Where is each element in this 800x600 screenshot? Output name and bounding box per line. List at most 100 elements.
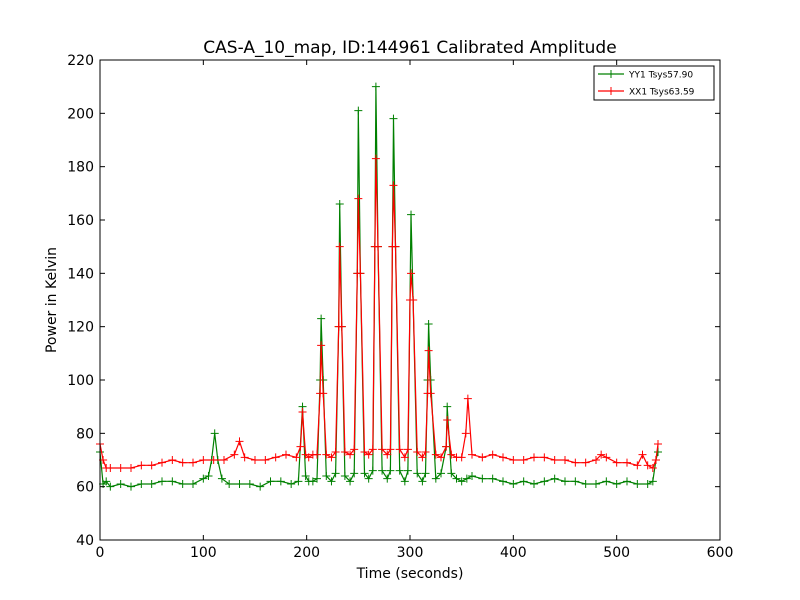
data-point [137,480,146,488]
data-point [421,469,430,478]
y-tick-label: 40 [76,533,94,549]
data-point [395,445,404,454]
data-point [189,480,197,488]
data-point [540,453,549,462]
data-point [571,458,580,467]
data-point [389,181,398,190]
data-point [368,445,377,454]
data-point [368,466,377,475]
data-point [199,474,208,483]
data-point [633,461,642,470]
y-tick-label: 220 [67,53,94,69]
data-point [407,269,416,278]
data-point [271,453,280,462]
data-point [251,456,259,464]
data-point [350,469,359,478]
data-point [400,477,409,486]
data-point [296,442,305,451]
data-point [282,450,290,459]
y-tick-label: 160 [67,213,94,229]
data-point [360,469,369,478]
series-layer [96,82,662,491]
data-point [373,242,382,251]
data-point [168,477,177,486]
data-point [418,453,427,462]
data-point [225,480,234,488]
data-point [530,453,538,462]
plot-frame [99,59,721,541]
data-point [638,450,647,459]
data-point [418,477,427,486]
data-point [354,194,363,203]
data-point [276,477,285,486]
data-point [648,464,657,472]
data-point [400,453,409,462]
data-point [147,480,156,488]
data-point [350,445,359,454]
data-point [360,448,369,456]
data-point [561,477,569,486]
data-point [346,477,355,486]
data-point [597,450,606,459]
data-point [452,474,461,483]
data-point [235,480,244,488]
data-point [287,480,296,488]
data-point [447,450,456,459]
data-point [127,482,135,491]
chart-title: CAS-A_10_map, ID:144961 Calibrated Ampli… [203,38,616,58]
data-point [230,450,239,459]
data-point [581,480,590,488]
data-point [478,474,487,483]
data-point [178,458,187,467]
data-point [220,456,228,464]
legend-entry-yy1-tsys57-90: YY1 Tsys57.90 [598,70,693,81]
data-point [424,346,433,355]
data-point [654,448,662,456]
data-point [189,458,197,467]
data-point [327,477,336,486]
data-point [261,456,270,464]
data-point [199,456,208,464]
data-point [204,472,213,480]
data-point [364,450,373,459]
data-point [327,453,336,462]
data-point [519,477,528,486]
data-point [256,482,265,491]
data-point [443,402,452,411]
data-point [488,450,497,459]
data-point [319,389,328,398]
data-point [540,477,549,486]
data-point [266,477,275,486]
y-axis-title: Power in Kelvin [44,247,60,353]
x-tick-label: 100 [190,545,217,561]
y-tick-label: 120 [67,320,94,336]
data-point [335,200,344,208]
data-point [612,458,621,467]
data-point [571,477,580,486]
data-point [592,456,600,464]
data-point [421,448,430,456]
data-point [468,450,476,459]
data-point [462,474,471,483]
data-point [235,437,244,446]
data-point [158,458,166,467]
data-point [413,448,422,456]
data-point [386,466,395,475]
data-point [443,416,452,424]
data-point [633,480,642,488]
x-tick-label: 500 [603,545,630,561]
data-point [488,474,497,483]
y-tick-label: 140 [67,266,94,282]
data-point [158,477,166,486]
data-point [426,389,435,398]
data-point [389,114,398,123]
data-point [322,450,331,459]
data-point [457,453,466,462]
data-point [322,472,331,480]
x-tick-label: 400 [500,545,527,561]
data-point [623,477,631,486]
data-point [317,314,326,323]
data-point [304,453,313,462]
x-tick-label: 0 [96,545,105,561]
data-point [509,456,518,464]
